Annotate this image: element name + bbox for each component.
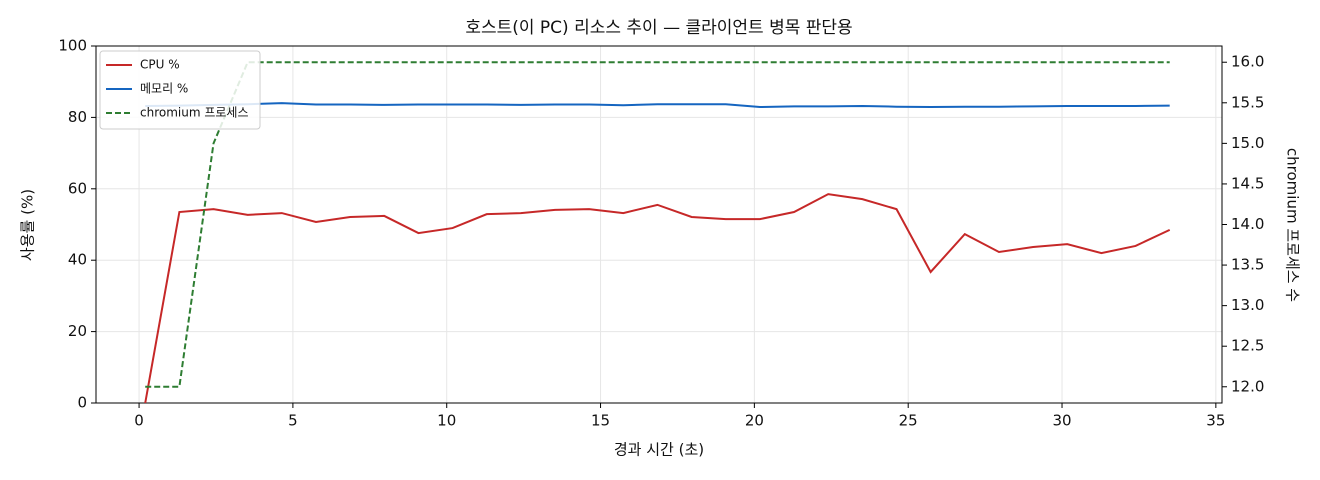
y2-tick-label: 14.0 (1231, 215, 1264, 233)
legend-label: CPU % (140, 58, 180, 72)
y2-tick-label: 13.0 (1231, 296, 1264, 314)
legend-label: 메모리 % (140, 82, 188, 96)
x-tick-label: 10 (437, 412, 456, 430)
x-tick-label: 25 (899, 412, 918, 430)
series-line (144, 193, 1171, 404)
y-tick-label: 80 (68, 108, 87, 126)
y-axis-label: 사용률 (%) (19, 189, 37, 261)
x-tick-label: 35 (1206, 412, 1225, 430)
series-line (145, 61, 1170, 388)
x-tick-label: 0 (134, 412, 144, 430)
legend-box (99, 50, 261, 130)
legend: CPU % 메모리 % chromium 프로세스 (99, 50, 261, 130)
y2-tick-label: 12.5 (1231, 337, 1264, 355)
y2-tick-label: 15.5 (1231, 93, 1264, 111)
y-tick-label: 20 (68, 322, 87, 340)
y2-tick-label: 15.0 (1231, 134, 1264, 152)
series-line (145, 102, 1170, 109)
y2-tick-label: 16.0 (1231, 53, 1264, 71)
y2-tick-label: 12.0 (1231, 377, 1264, 395)
legend-label: chromium 프로세스 (140, 106, 249, 120)
x-tick-label: 15 (591, 412, 610, 430)
y-tick-label: 0 (77, 394, 87, 412)
y2-tick-label: 14.5 (1231, 174, 1264, 192)
x-tick-label: 30 (1052, 412, 1071, 430)
y-tick-label: 100 (58, 37, 87, 55)
x-axis-label: 경과 시간 (초) (614, 441, 704, 459)
y2-tick-label: 13.5 (1231, 256, 1264, 274)
x-tick-label: 5 (288, 412, 298, 430)
x-tick-label: 20 (745, 412, 764, 430)
chart-title: 호스트(이 PC) 리소스 추이 — 클라이언트 병목 판단용 (465, 18, 852, 38)
y2-axis-label: chromium 프로세스 수 (1284, 148, 1302, 302)
y-tick-label: 60 (68, 179, 87, 197)
y-tick-label: 40 (68, 251, 87, 269)
plot-frame (95, 45, 1223, 404)
